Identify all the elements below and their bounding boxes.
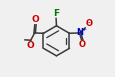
- Text: O: O: [85, 19, 92, 28]
- Text: -: -: [86, 18, 89, 27]
- Text: F: F: [53, 9, 59, 18]
- Text: +: +: [80, 27, 86, 32]
- Text: O: O: [78, 40, 85, 49]
- Text: O: O: [26, 41, 34, 50]
- Text: N: N: [75, 28, 82, 37]
- Text: O: O: [31, 15, 39, 24]
